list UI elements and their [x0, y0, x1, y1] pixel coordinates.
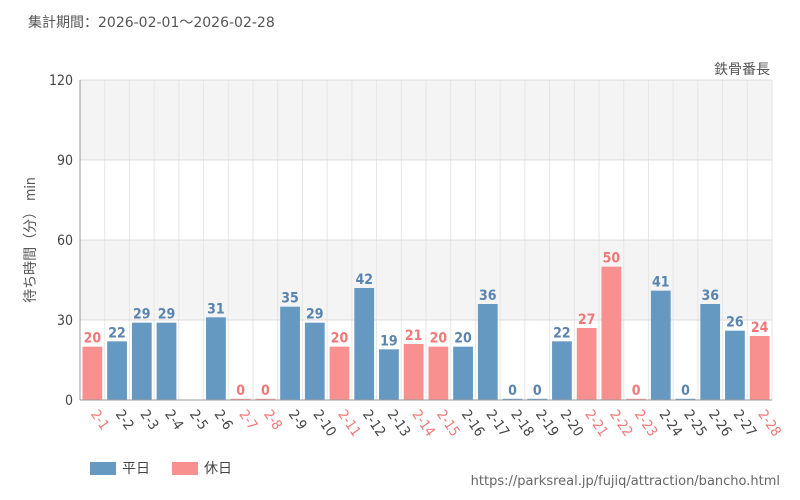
x-tick-label: 2-16 [458, 407, 488, 440]
value-label-2-11: 20 [331, 331, 349, 347]
bar-2-23 [626, 398, 646, 400]
value-label-2-2: 22 [108, 325, 126, 341]
legend-weekday: 平日 [90, 458, 150, 478]
value-label-2-10: 29 [306, 307, 324, 323]
x-tick-label: 2-22 [606, 407, 636, 440]
bar-2-26 [700, 304, 721, 400]
x-tick-label: 2-8 [260, 407, 285, 433]
value-label-2-14: 21 [405, 328, 423, 344]
legend-holiday-swatch [172, 461, 198, 475]
bar-2-2 [107, 341, 127, 400]
y-tick-label: 90 [57, 153, 73, 169]
x-tick-label: 2-28 [754, 407, 784, 440]
y-tick-label: 30 [57, 313, 73, 329]
y-tick-label: 60 [57, 233, 73, 249]
x-tick-label: 2-21 [581, 407, 611, 440]
x-tick-label: 2-19 [532, 407, 562, 440]
bar-2-28 [749, 336, 770, 400]
bar-2-4 [156, 322, 177, 400]
legend-weekday-label: 平日 [122, 461, 150, 477]
bar-2-24 [650, 290, 671, 400]
x-tick-label: 2-6 [211, 407, 236, 433]
x-tick-label: 2-2 [112, 407, 137, 433]
value-label-2-24: 41 [652, 275, 670, 291]
bar-2-27 [725, 330, 745, 400]
value-label-2-6: 31 [207, 301, 225, 317]
value-label-2-3: 29 [133, 307, 151, 323]
bar-2-7 [230, 398, 251, 400]
value-label-2-9: 35 [281, 291, 299, 307]
x-tick-label: 2-14 [408, 407, 438, 440]
value-label-2-23: 0 [632, 383, 641, 399]
bar-2-15 [428, 346, 449, 400]
value-label-2-27: 26 [726, 315, 744, 331]
value-label-2-28: 24 [751, 320, 769, 336]
y-tick-label: 120 [49, 73, 73, 89]
legend-holiday: 休日 [172, 458, 232, 478]
value-label-2-25: 0 [681, 383, 690, 399]
bar-2-3 [131, 322, 152, 400]
x-tick-label: 2-18 [507, 407, 537, 440]
x-tick-label: 2-12 [359, 407, 389, 440]
bar-2-19 [527, 398, 548, 400]
bar-2-22 [601, 266, 622, 400]
bar-2-16 [453, 346, 473, 400]
bar-2-21 [576, 328, 597, 400]
x-tick-label: 2-3 [137, 407, 162, 433]
legend-weekday-swatch [90, 461, 116, 475]
value-label-2-7: 0 [236, 383, 245, 399]
value-label-2-21: 27 [578, 312, 596, 328]
x-tick-label: 2-26 [705, 407, 735, 440]
value-label-2-13: 19 [380, 333, 398, 349]
x-tick-label: 2-23 [631, 407, 661, 440]
bar-2-14 [403, 344, 424, 400]
bar-2-6 [206, 317, 226, 400]
period-label: 集計期間：2026-02-01～2026-02-28 [28, 15, 275, 31]
bar-2-18 [502, 398, 523, 400]
value-label-2-12: 42 [355, 272, 373, 288]
value-label-2-26: 36 [701, 288, 719, 304]
value-label-2-4: 29 [158, 307, 176, 323]
x-tick-label: 2-17 [483, 407, 513, 440]
x-tick-label: 2-7 [235, 407, 260, 433]
value-label-2-1: 20 [84, 331, 102, 347]
bar-2-9 [280, 306, 300, 400]
bar-2-13 [379, 349, 399, 400]
value-label-2-22: 50 [603, 251, 621, 267]
value-label-2-18: 0 [508, 383, 517, 399]
legend-holiday-label: 休日 [204, 461, 232, 477]
bar-2-12 [354, 288, 375, 400]
bar-2-1 [82, 346, 103, 400]
value-label-2-16: 20 [454, 331, 472, 347]
value-label-2-17: 36 [479, 288, 497, 304]
x-tick-label: 2-20 [557, 407, 587, 440]
x-tick-label: 2-4 [161, 407, 186, 433]
bar-2-17 [477, 304, 498, 400]
x-tick-label: 2-1 [87, 407, 112, 433]
source-url[interactable]: https://parksreal.jp/fujiq/attraction/ba… [470, 474, 780, 489]
x-tick-label: 2-9 [285, 407, 310, 433]
value-label-2-19: 0 [533, 383, 542, 399]
bar-2-8 [255, 398, 276, 400]
x-tick-label: 2-11 [334, 407, 364, 440]
value-label-2-15: 20 [430, 331, 448, 347]
y-tick-label: 0 [65, 393, 73, 409]
value-label-2-8: 0 [261, 383, 270, 399]
x-tick-label: 2-27 [730, 407, 760, 440]
y-axis-label: 待ち時間（分） min [23, 177, 39, 303]
x-tick-label: 2-10 [310, 407, 340, 440]
x-tick-label: 2-24 [656, 407, 686, 440]
x-tick-label: 2-13 [384, 407, 414, 440]
bar-2-20 [552, 341, 572, 400]
bar-2-10 [304, 322, 325, 400]
x-tick-label: 2-25 [680, 407, 710, 440]
bar-2-11 [329, 346, 350, 400]
x-tick-label: 2-5 [186, 407, 211, 433]
x-tick-label: 2-15 [433, 407, 463, 440]
chart-title: 鉄骨番長 [714, 62, 770, 78]
bar-2-25 [675, 398, 696, 400]
value-label-2-20: 22 [553, 325, 571, 341]
legend: 平日 休日 [90, 458, 232, 478]
